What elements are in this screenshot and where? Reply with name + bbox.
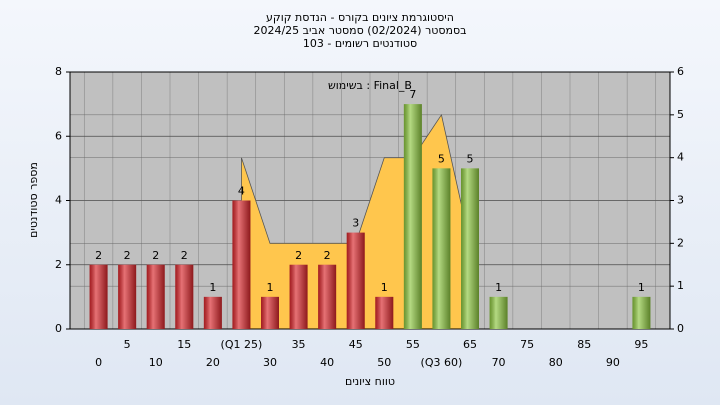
bar-shine <box>375 296 394 329</box>
x-tick-label: 55 <box>406 338 420 351</box>
x-tick-label: 20 <box>206 356 220 369</box>
x-tick-label: 65 <box>463 338 477 351</box>
x-tick-label: 35 <box>292 338 306 351</box>
x-tick-label: 30 <box>263 356 277 369</box>
value-label: 2 <box>295 249 302 262</box>
bar-shine <box>346 232 365 329</box>
bar-shine <box>403 104 422 329</box>
x-tick-label: 0 <box>95 356 102 369</box>
x-tick-label: 85 <box>577 338 591 351</box>
y2-tick-label: 2 <box>677 236 684 249</box>
chart-subtitle: סטודנטים רשומים - 103 <box>303 37 417 50</box>
x-tick-label: 50 <box>377 356 391 369</box>
bar-shine <box>261 296 279 329</box>
y2-tick-label: 5 <box>677 108 684 121</box>
bar-shine <box>89 264 108 329</box>
y-axis-label: מספר סטודנטים <box>27 162 40 238</box>
y2-tick-label: 3 <box>677 194 684 207</box>
x-axis-label: טווח ציונים <box>345 375 395 388</box>
value-label: 2 <box>181 249 188 262</box>
value-label: 2 <box>95 249 102 262</box>
bar-shine <box>461 168 479 329</box>
value-label: 2 <box>324 249 331 262</box>
value-label: 4 <box>238 185 245 198</box>
x-tick-label: 95 <box>634 338 648 351</box>
y-tick-label: 2 <box>55 258 62 271</box>
value-label: 7 <box>409 88 416 101</box>
x-tick-label: 5 <box>124 338 131 351</box>
x-tick-label: 45 <box>349 338 363 351</box>
bar-shine <box>289 264 308 329</box>
plot-frame <box>69 71 671 330</box>
bar-shine <box>203 296 222 329</box>
bar-shine <box>232 200 251 329</box>
value-label: 1 <box>267 281 274 294</box>
value-label: 1 <box>381 281 388 294</box>
y-tick-label: 4 <box>55 194 62 207</box>
bar-shine <box>632 296 651 329</box>
value-label: 2 <box>152 249 159 262</box>
bar-shine <box>432 168 451 329</box>
value-label: 5 <box>467 152 474 165</box>
chart-subtitle: בסמסטר (02/2024) סמסטר אביב 2024/25 <box>253 24 466 37</box>
bar-shine <box>118 264 137 329</box>
value-label: 2 <box>124 249 131 262</box>
x-tick-label: 40 <box>320 356 334 369</box>
chart-title: היסטוגרמת ציונים בקורס - הנדסת קוקע <box>266 11 454 24</box>
x-tick-label: 75 <box>520 338 534 351</box>
value-label: 3 <box>352 217 359 230</box>
x-tick-label: 70 <box>492 356 506 369</box>
y2-tick-label: 4 <box>677 151 684 164</box>
x-tick-label: 10 <box>149 356 163 369</box>
value-label: 1 <box>638 281 645 294</box>
bar-shine <box>146 264 165 329</box>
y-tick-label: 0 <box>55 322 62 335</box>
value-label: 1 <box>209 281 216 294</box>
bar-shine <box>175 264 194 329</box>
x-tick-label: (Q3 60) <box>421 356 463 369</box>
bar-shine <box>489 296 508 329</box>
y2-tick-label: 1 <box>677 279 684 292</box>
y-tick-label: 6 <box>55 129 62 142</box>
x-tick-label: (Q1 25) <box>221 338 263 351</box>
y2-tick-label: 0 <box>677 322 684 335</box>
bar-shine <box>318 264 337 329</box>
value-label: 5 <box>438 152 445 165</box>
x-tick-label: 90 <box>606 356 620 369</box>
value-label: 1 <box>495 281 502 294</box>
x-tick-label: 80 <box>549 356 563 369</box>
y-tick-label: 8 <box>55 65 62 78</box>
x-tick-label: 15 <box>177 338 191 351</box>
y2-tick-label: 6 <box>677 65 684 78</box>
